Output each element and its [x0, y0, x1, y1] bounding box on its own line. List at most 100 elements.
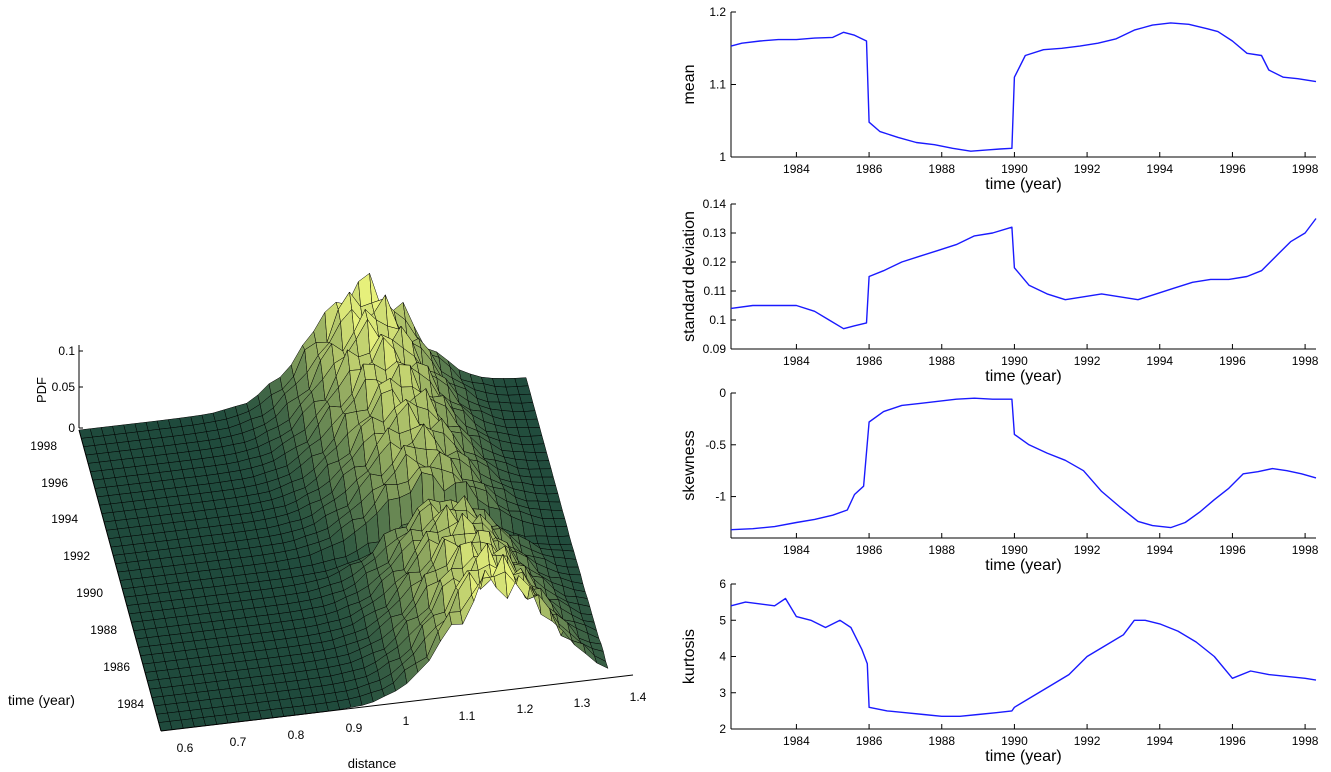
- time-tick-label: 1992: [63, 549, 90, 563]
- pdf-surface-plot: 0 0.05 0.1 1984 1986 1988 1990 1992 1994 1996 1998…: [8, 272, 647, 771]
- mean-panel: 1984 1986 1988 1990 1992 1994 1996 1998 1 1.1 1.2 t…: [681, 5, 1319, 193]
- surface-patch: [566, 566, 582, 576]
- y-tick-label: -1: [715, 490, 726, 504]
- x-axis-label: time (year): [985, 176, 1061, 193]
- distance-tick-label: 0.8: [288, 728, 305, 742]
- surface-patch: [534, 452, 550, 462]
- y-tick-label: 5: [719, 613, 726, 627]
- time-tick-label: 1984: [117, 697, 144, 711]
- x-tick-label: 1992: [1074, 734, 1101, 748]
- x-tick-label: 1990: [1001, 354, 1028, 368]
- x-tick-label: 1996: [1219, 354, 1246, 368]
- x-tick-label: 1998: [1292, 734, 1319, 748]
- z-tick-label: 0.05: [52, 380, 76, 394]
- x-tick-label: 1996: [1219, 543, 1246, 557]
- x-tick-label: 1992: [1074, 354, 1101, 368]
- kurtosis-panel: 1984 1986 1988 1990 1992 1994 1996 1998 2 3 4 5 6 tim…: [681, 577, 1319, 765]
- x-tick-label: 1988: [928, 354, 955, 368]
- distance-tick-label: 0.7: [230, 735, 247, 749]
- surface-patch: [548, 501, 563, 511]
- y-tick-label: 0: [719, 386, 726, 400]
- x-tick-label: 1996: [1219, 734, 1246, 748]
- distance-tick-label: 1: [403, 714, 410, 728]
- x-tick-label: 1984: [783, 734, 810, 748]
- surface-patch: [564, 557, 579, 568]
- surface-patch: [550, 509, 566, 519]
- distance-axis-line: [160, 674, 634, 732]
- y-tick-label: 0.13: [703, 226, 727, 240]
- surface-patch: [541, 476, 556, 487]
- z-tick-label: 0: [68, 421, 75, 435]
- x-tick-label: 1996: [1219, 162, 1246, 176]
- x-tick-label: 1988: [928, 162, 955, 176]
- x-tick-label: 1994: [1146, 354, 1173, 368]
- z-axis-label: PDF: [34, 377, 49, 403]
- x-tick-label: 1994: [1146, 162, 1173, 176]
- surface-patch: [523, 410, 538, 420]
- y-tick-label: 2: [719, 722, 726, 736]
- distance-tick-label: 1.2: [517, 702, 534, 716]
- surface-patch: [528, 427, 543, 437]
- time-axis-label: time (year): [8, 692, 75, 708]
- series-line: [730, 397, 1317, 531]
- y-tick-label: 1.2: [709, 5, 726, 19]
- x-tick-label: 1986: [856, 354, 883, 368]
- y-tick-label: 1.1: [709, 78, 726, 92]
- distance-tick-label: 1.4: [630, 690, 647, 704]
- z-tick-label: 0.1: [58, 344, 75, 358]
- pdf-surface-mesh: [78, 272, 609, 732]
- x-tick-label: 1992: [1074, 162, 1101, 176]
- x-tick-label: 1994: [1146, 734, 1173, 748]
- x-tick-label: 1990: [1001, 543, 1028, 557]
- x-tick-label: 1988: [928, 734, 955, 748]
- surface-patch: [553, 518, 568, 527]
- series-line: [730, 597, 1317, 717]
- x-tick-label: 1990: [1001, 734, 1028, 748]
- x-tick-label: 1998: [1292, 543, 1319, 557]
- x-tick-label: 1992: [1074, 543, 1101, 557]
- y-tick-label: 1: [719, 150, 726, 164]
- standard-deviation-panel: 1984 1986 1988 1990 1992 1994 1996 1998 0.09 0.1 0…: [681, 197, 1319, 385]
- surface-patch: [594, 655, 609, 669]
- y-axis-label: standard deviation: [681, 211, 698, 342]
- time-tick-label: 1988: [90, 623, 117, 637]
- x-tick-label: 1986: [856, 162, 883, 176]
- surface-patch: [516, 385, 531, 395]
- y-tick-label: 0.09: [703, 342, 727, 356]
- surface-patch: [519, 393, 534, 404]
- y-tick-label: 4: [719, 650, 726, 664]
- time-axis-line: [78, 429, 162, 732]
- y-tick-label: 6: [719, 577, 726, 591]
- surface-patch: [544, 485, 559, 495]
- time-tick-label: 1994: [51, 512, 78, 526]
- x-tick-label: 1990: [1001, 162, 1028, 176]
- surface-ticks: 0 0.05 0.1 1984 1986 1988 1990 1992 1994 1996 1998…: [30, 344, 646, 755]
- y-axis-label: mean: [681, 64, 698, 104]
- x-axis-label: time (year): [985, 368, 1061, 385]
- surface-patch: [557, 535, 572, 545]
- y-tick-label: 0.1: [709, 313, 726, 327]
- surface-patch: [546, 493, 561, 503]
- x-axis-label: time (year): [985, 557, 1061, 574]
- x-tick-label: 1998: [1292, 162, 1319, 176]
- distance-tick-label: 1.3: [574, 696, 591, 710]
- x-tick-label: 1984: [783, 543, 810, 557]
- x-tick-label: 1998: [1292, 354, 1319, 368]
- y-tick-label: 0.11: [704, 284, 727, 298]
- surface-patch: [521, 402, 536, 412]
- time-tick-label: 1990: [76, 586, 103, 600]
- x-tick-label: 1986: [856, 734, 883, 748]
- x-tick-label: 1988: [928, 543, 955, 557]
- y-tick-label: 0.12: [703, 255, 727, 269]
- surface-patch: [532, 443, 547, 453]
- surface-patch: [530, 435, 545, 445]
- surface-patch: [525, 418, 541, 428]
- distance-tick-label: 1.1: [459, 709, 476, 723]
- y-tick-label: -0.5: [705, 438, 726, 452]
- y-axis-label: skewness: [681, 430, 698, 500]
- x-axis-label: time (year): [985, 748, 1061, 765]
- series-line: [730, 22, 1317, 152]
- series-line: [730, 218, 1317, 330]
- y-tick-label: 0.14: [703, 197, 727, 211]
